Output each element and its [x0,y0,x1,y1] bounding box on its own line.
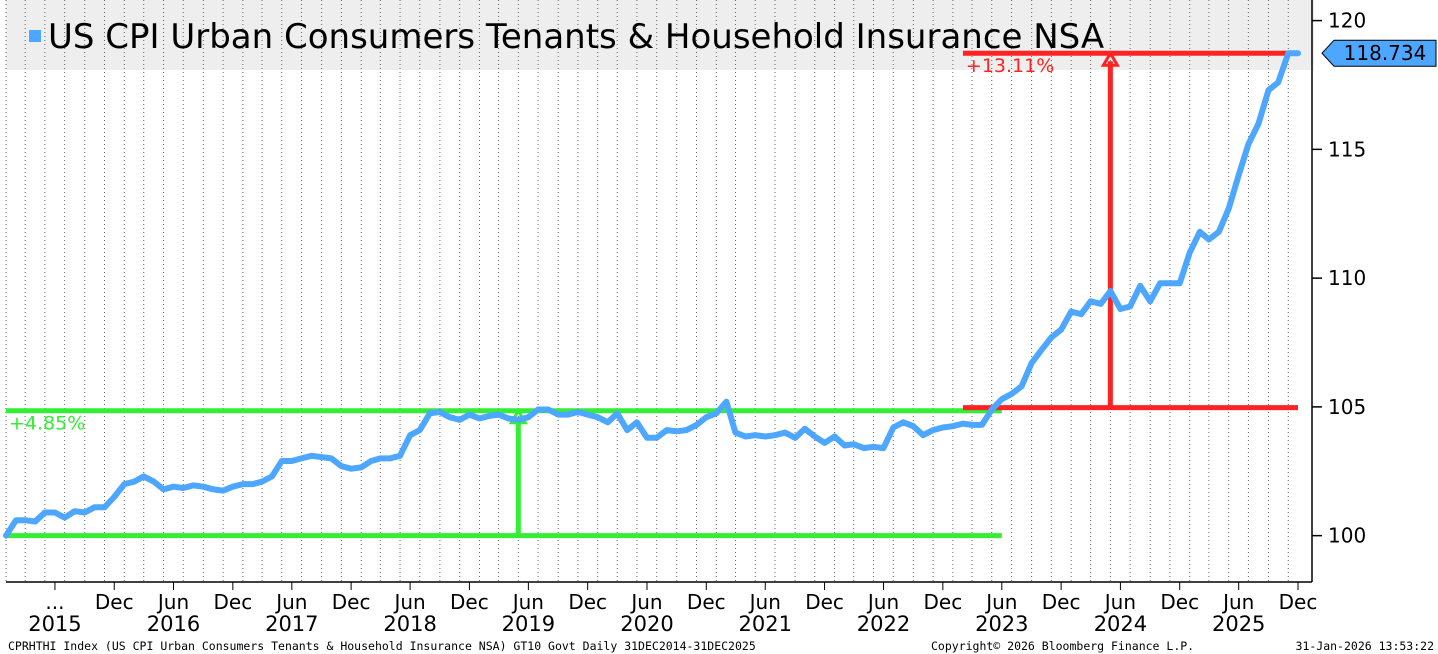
x-tick-label: Dec [450,590,489,614]
x-tick-label: Jun [156,590,189,614]
x-tick-label: Dec [1160,590,1199,614]
annotation-label: +13.11% [966,55,1054,77]
y-tick-label: 105 [1328,395,1366,419]
x-year-label: 2015 [28,612,81,636]
y-tick-label: 100 [1328,524,1366,548]
x-tick-label: ... [45,590,64,614]
x-tick-label: Jun [629,590,662,614]
footer: CPRHTHI Index (US CPI Urban Consumers Te… [8,639,1434,653]
x-year-label: 2017 [265,612,318,636]
footer-left: CPRHTHI Index (US CPI Urban Consumers Te… [8,639,756,653]
x-axis-ticks: ... Dec Jun Dec Jun Dec Jun Dec Jun Dec Jun Dec Jun D… [28,582,1317,636]
legend-swatch [29,30,41,42]
x-year-label: 2021 [739,612,792,636]
x-tick-label: Dec [332,590,371,614]
annotation-label: +4.85% [9,413,85,435]
x-tick-label: Jun [511,590,544,614]
x-tick-label: Jun [1221,590,1254,614]
chart-title: US CPI Urban Consumers Tenants & Househo… [29,17,1104,57]
x-tick-label: Jun [866,590,899,614]
y-tick-label: 110 [1328,266,1366,290]
y-axis-ticks: 100 105 110 115 120 [1312,9,1366,548]
y-tick-label: 115 [1328,137,1366,161]
footer-copyright: Copyright© 2026 Bloomberg Finance L.P. [931,639,1194,653]
annotations: +4.85% +13.11% [6,50,1298,539]
x-year-label: 2020 [620,612,673,636]
x-tick-label: Dec [805,590,844,614]
last-value-callout: 118.734 [1321,39,1437,67]
annotation-arrow-head [1100,50,1120,67]
x-tick-label: Dec [687,590,726,614]
x-tick-label: Dec [923,590,962,614]
x-tick-label: Dec [95,590,134,614]
x-tick-label: Dec [1279,590,1318,614]
last-value-label: 118.734 [1344,41,1427,65]
y-tick-label: 120 [1328,9,1366,33]
x-tick-label: Jun [1103,590,1136,614]
footer-timestamp: 31-Jan-2026 13:53:22 [1296,639,1434,653]
x-year-label: 2022 [857,612,910,636]
title-text: US CPI Urban Consumers Tenants & Househo… [48,17,1104,57]
x-tick-label: Dec [1042,590,1081,614]
last-value-box [1321,39,1437,67]
series-line [3,50,1301,539]
x-tick-label: Dec [568,590,607,614]
x-tick-label: Dec [213,590,252,614]
x-tick-label: Jun [274,590,307,614]
x-year-label: 2019 [502,612,555,636]
grid [5,0,1289,582]
x-year-label: 2024 [1094,612,1147,636]
x-year-label: 2023 [975,612,1028,636]
x-year-label: 2025 [1212,612,1265,636]
x-tick-label: Jun [748,590,781,614]
x-tick-label: Jun [392,590,425,614]
x-year-label: 2016 [147,612,200,636]
title-band [6,0,1314,70]
x-tick-label: Jun [984,590,1017,614]
x-year-label: 2018 [383,612,436,636]
